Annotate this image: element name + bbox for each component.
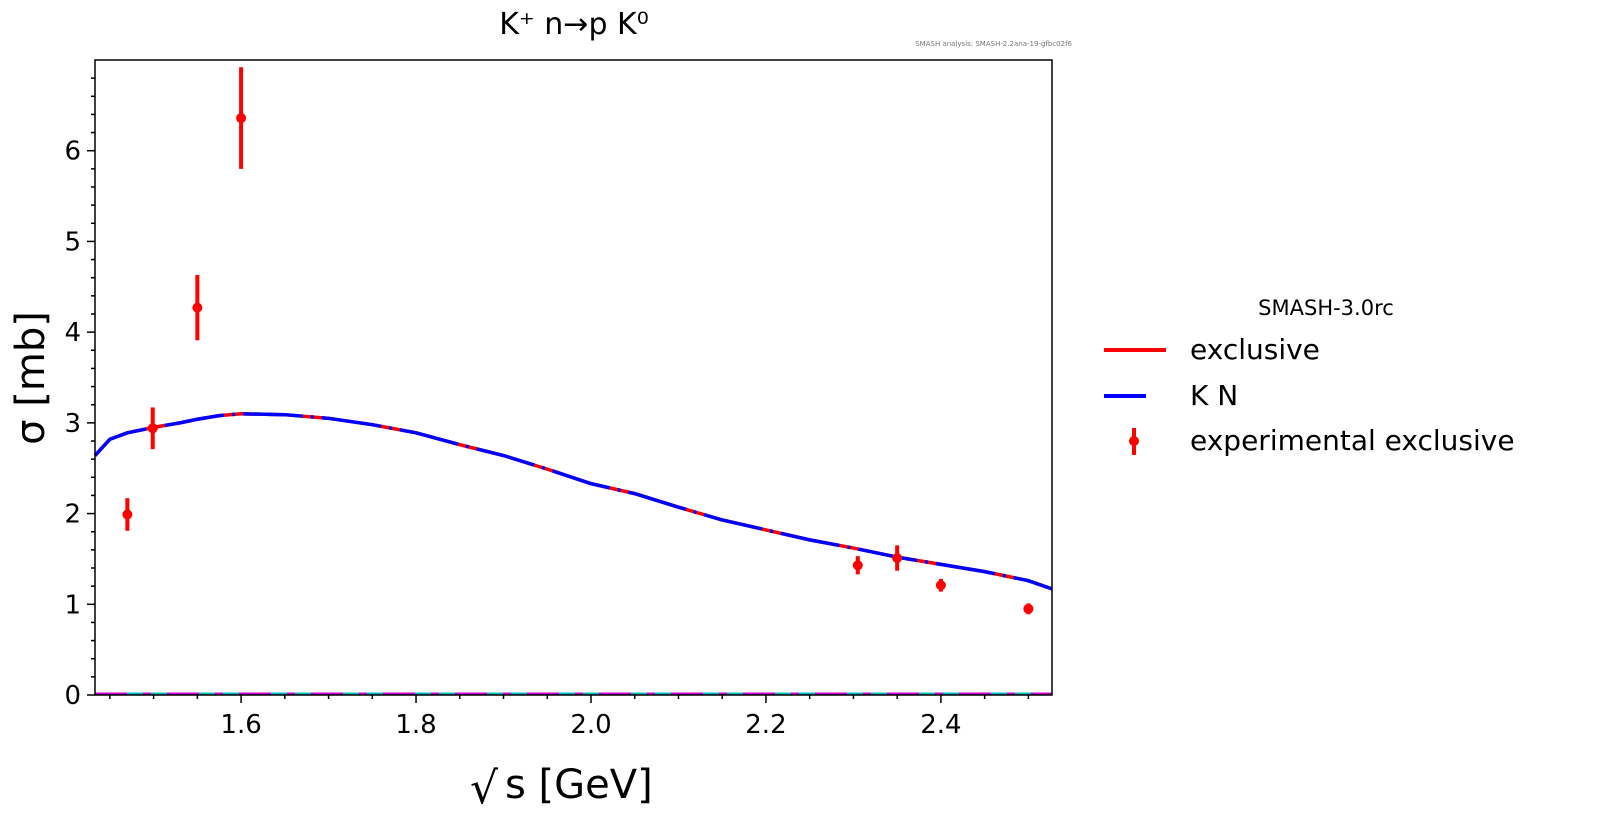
y-axis: 0 1 2 3 4 5 6 [64,77,95,711]
experimental-marker [192,302,203,313]
experimental-point [236,67,247,169]
x-tick-label: 2.2 [745,710,786,740]
x-axis-sqrt-symbol: √ [470,763,499,814]
legend-marker-experimental [1129,436,1139,446]
experimental-marker [236,113,247,124]
experimental-marker [892,553,903,564]
x-tick-label: 2.4 [920,710,961,740]
experimental-point [935,578,946,592]
legend-title: SMASH-3.0rc [1258,296,1394,320]
y-tick-label: 2 [64,500,81,530]
y-tick-label: 1 [64,590,81,620]
plot-area [93,67,1053,696]
experimental-marker [935,580,946,591]
series-exclusive-line [93,412,1053,591]
experimental-point [122,498,133,531]
experimental-marker [122,509,133,520]
experimental-marker [147,423,158,434]
series-kn-line [93,412,1053,591]
x-tick-label: 1.6 [220,710,261,740]
y-tick-label: 6 [64,137,81,167]
x-axis: 1.6 1.8 2.0 2.2 2.4 [109,695,1030,740]
x-tick-label: 2.0 [570,710,611,740]
y-axis-label: σ [mb] [8,311,54,445]
y-tick-label: 4 [64,318,81,348]
y-tick-label: 5 [64,227,81,257]
experimental-marker [1023,603,1034,614]
watermark: SMASH analysis: SMASH-2.2ana-19-gfbc02f6 [915,40,1072,48]
experimental-point [892,545,903,571]
legend: SMASH-3.0rc exclusive K N experimental e… [1104,296,1515,457]
experimental-marker [852,560,863,571]
y-tick-label: 3 [64,409,81,439]
y-tick-label: 0 [64,681,81,711]
chart-title: K⁺ n→p K⁰ [499,7,648,42]
x-tick-label: 1.8 [395,710,436,740]
experimental-point [852,556,863,575]
plot-frame [94,59,1053,696]
experimental-point [147,407,158,450]
legend-label-kn: K N [1190,379,1238,412]
x-axis-label: s [GeV] [505,762,653,808]
experimental-point [192,274,203,341]
experimental-point [1023,603,1034,615]
legend-label-exclusive: exclusive [1190,333,1320,366]
legend-label-experimental: experimental exclusive [1190,424,1515,457]
